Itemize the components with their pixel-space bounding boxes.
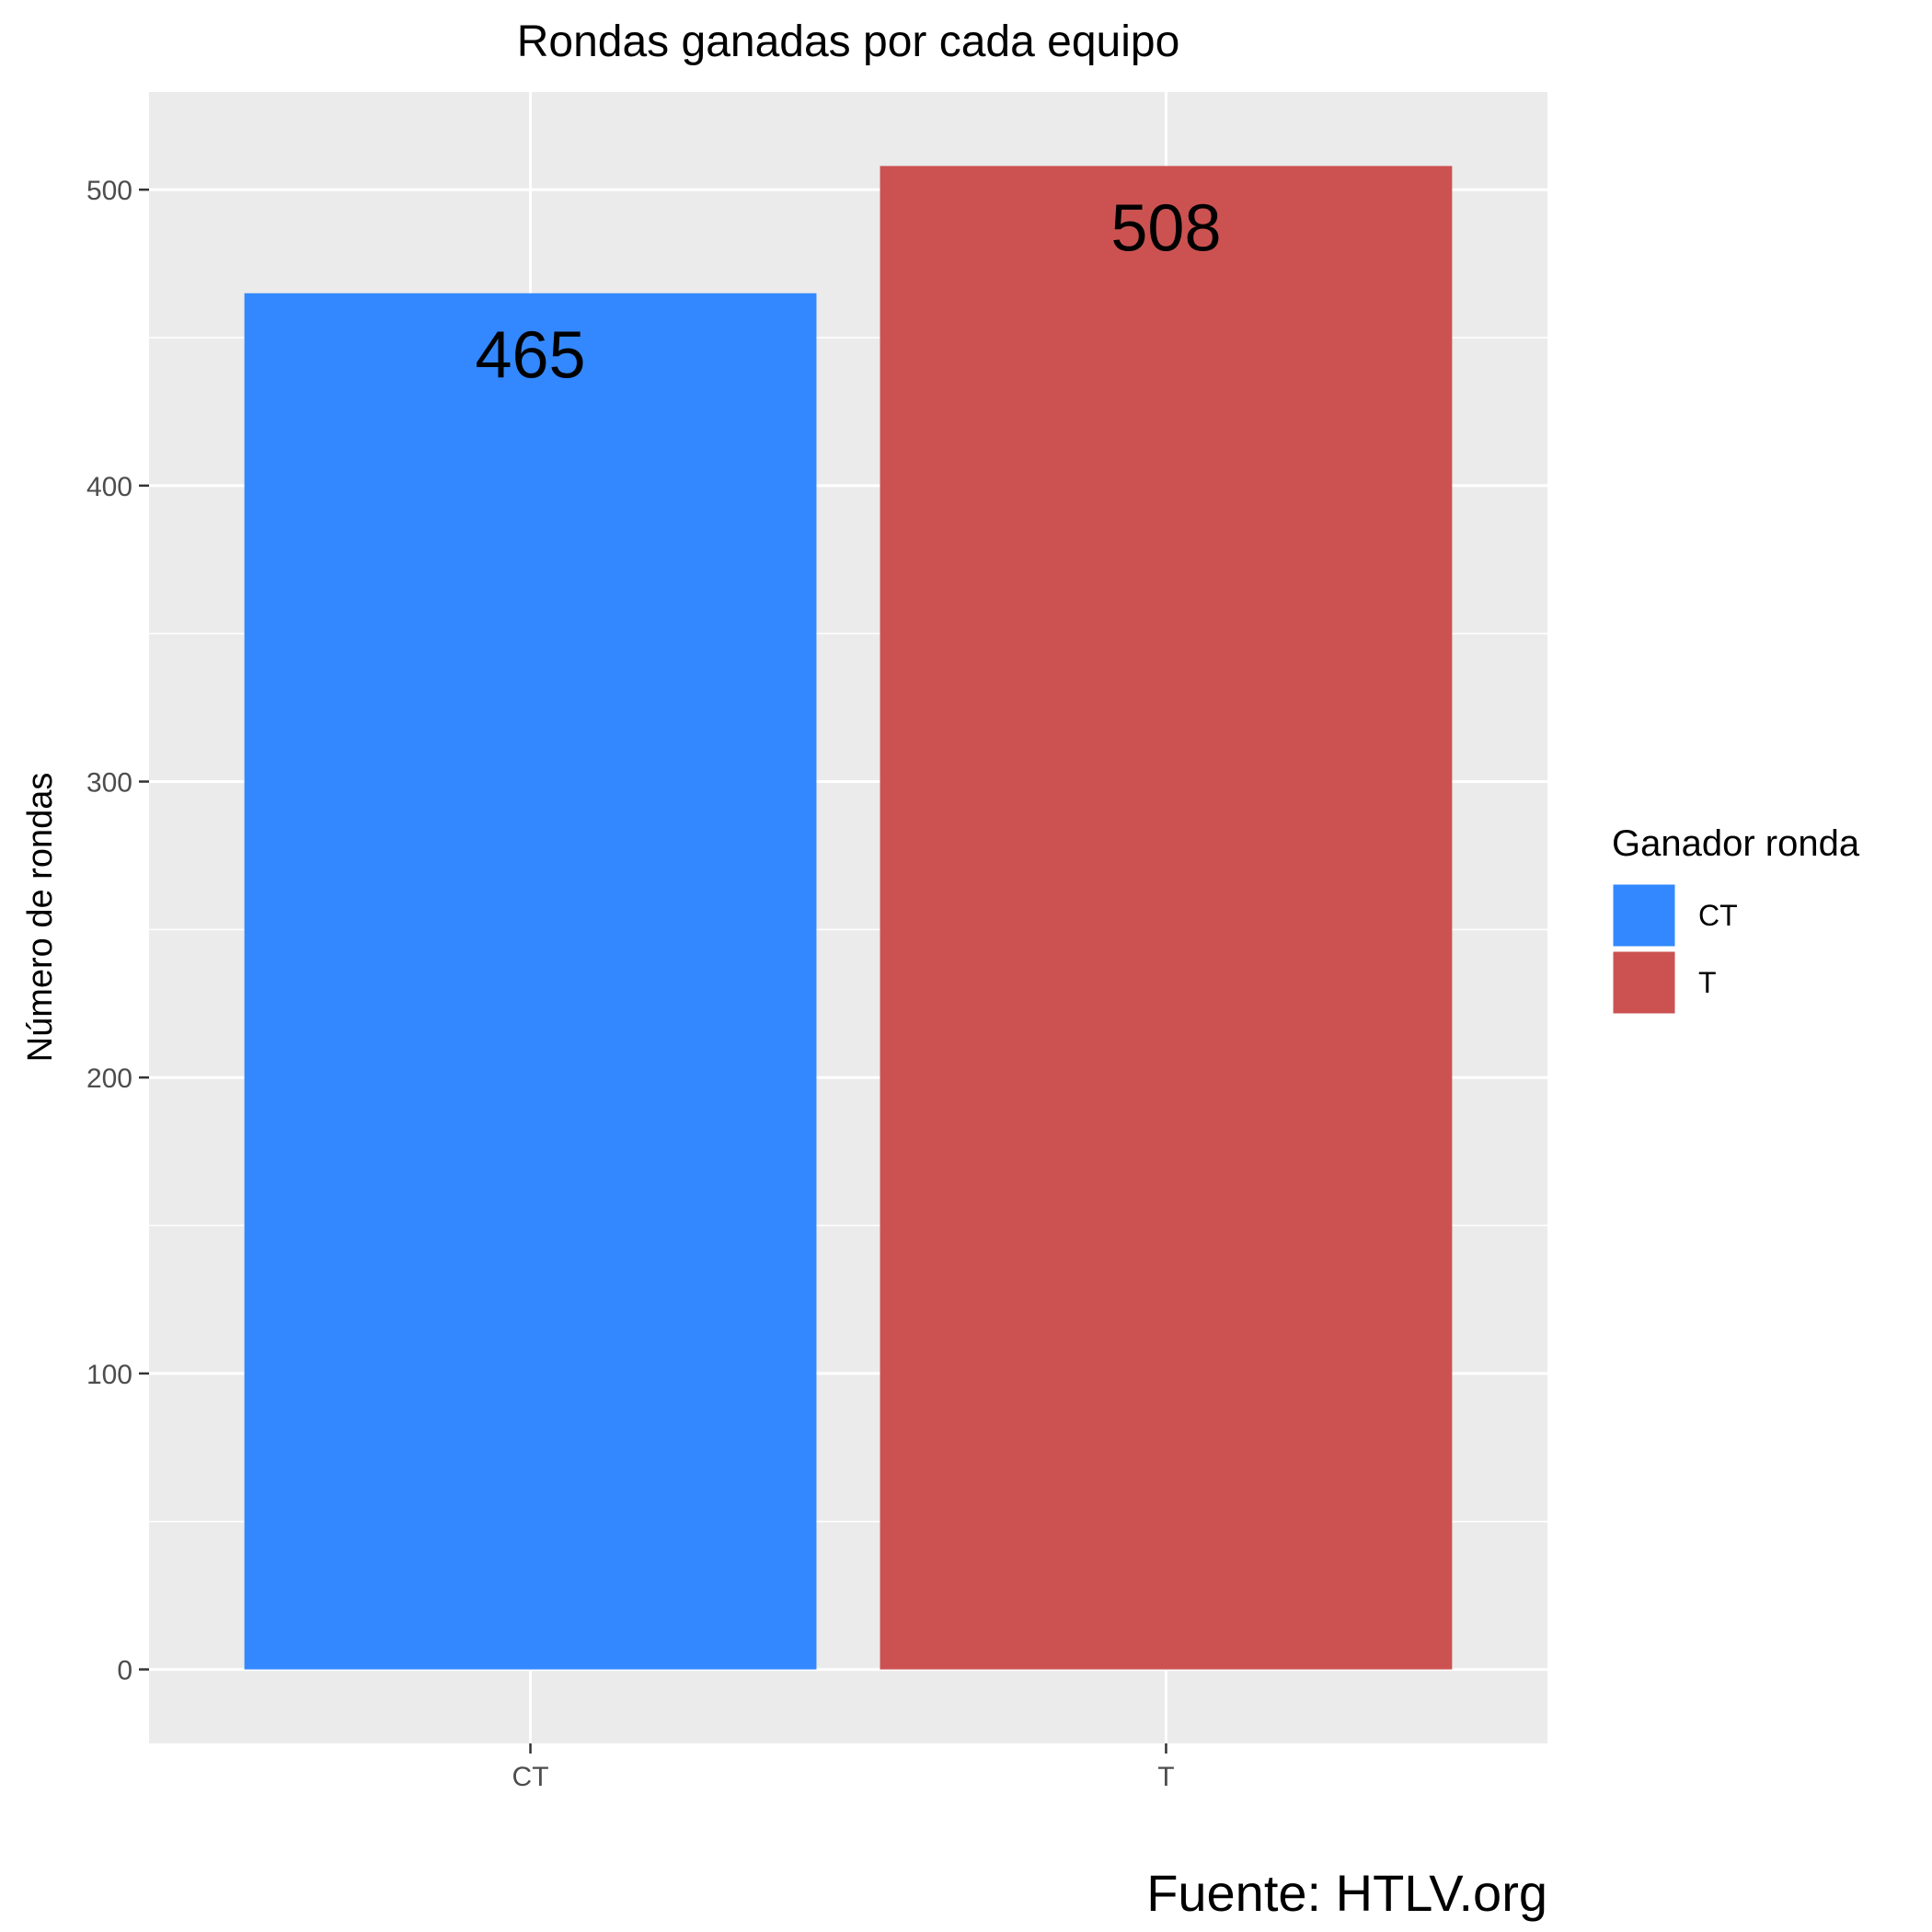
y-axis: 0 100 200 300 400 500: [86, 176, 149, 1686]
x-axis: CT T: [512, 1743, 1175, 1792]
bar-value-label: 508: [1110, 191, 1221, 265]
legend-label: T: [1698, 966, 1717, 999]
x-tick-label: T: [1157, 1762, 1174, 1792]
bar-ct: [244, 293, 817, 1670]
legend: Ganador ronda CT T: [1610, 823, 1860, 1017]
legend-entries: CT T: [1610, 881, 1738, 1017]
y-tick-label: 100: [86, 1360, 132, 1390]
bar-value-label: 465: [475, 319, 585, 393]
y-tick-label: 400: [86, 472, 132, 502]
bar-labels: 465 508: [475, 191, 1221, 392]
bars: [244, 166, 1453, 1670]
y-tick-label: 300: [86, 768, 132, 799]
legend-key-t: [1610, 949, 1678, 1017]
y-axis-title: Número de rondas: [21, 773, 60, 1063]
x-tick-label: CT: [512, 1762, 549, 1792]
legend-title: Ganador ronda: [1612, 823, 1860, 864]
source-caption: Fuente: HTLV.org: [1146, 1864, 1547, 1922]
bar-t: [880, 166, 1453, 1670]
y-tick-label: 200: [86, 1064, 132, 1094]
chart-title: Rondas ganadas por cada equipo: [517, 17, 1180, 66]
legend-label: CT: [1698, 899, 1738, 932]
legend-key-ct: [1610, 881, 1678, 949]
y-tick-label: 0: [117, 1656, 132, 1686]
y-tick-label: 500: [86, 176, 132, 206]
